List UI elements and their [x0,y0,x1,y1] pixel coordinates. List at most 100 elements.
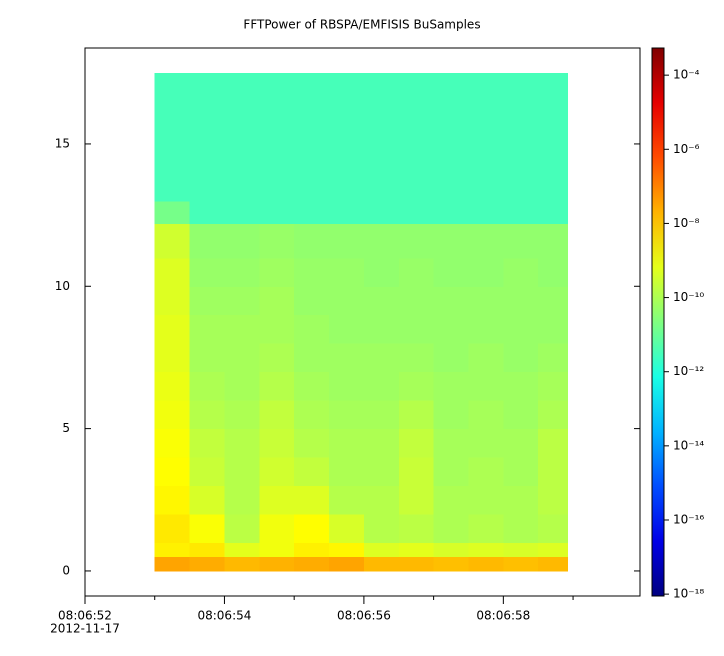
spectrogram-cell [468,200,504,225]
spectrogram-cell [503,428,539,458]
colorbar-tick-label: 10⁻¹⁶ [673,512,704,526]
y-tick-label: 15 [55,136,70,150]
spectrogram-cell [294,428,330,458]
spectrogram-cell [468,72,504,116]
spectrogram-cell [503,371,539,401]
spectrogram-cell [329,371,365,401]
spectrogram-cell [363,514,400,543]
spectrogram-cell [224,115,260,145]
spectrogram-cell [538,223,568,259]
spectrogram-cell [224,314,260,344]
spectrogram-cell [468,223,504,259]
spectrogram-cell [189,457,225,487]
spectrogram-cell [329,223,365,259]
spectrogram-cell [363,556,400,572]
spectrogram-cell [329,556,365,572]
spectrogram-cell [259,343,295,373]
spectrogram-cell [154,172,191,202]
spectrogram-cell [363,223,400,259]
spectrogram-cell [433,115,469,145]
spectrogram-cell [189,556,225,572]
spectrogram-cell [433,286,469,316]
spectrogram-cell [259,257,295,287]
spectrogram-cell [503,286,539,316]
spectrogram-cell [538,400,568,430]
spectrogram-cell [259,172,295,202]
spectrogram-cell [294,223,330,259]
spectrogram-cell [154,72,191,116]
spectrogram-cell [433,371,469,401]
spectrogram-cell [329,514,365,543]
spectrogram-cell [398,115,435,145]
spectrogram-cell [468,343,504,373]
spectrogram-cell [398,556,435,572]
spectrogram-cell [224,542,260,558]
spectrogram-cell [259,143,295,173]
spectrogram-cell [259,556,295,572]
spectrogram-cell [363,485,400,515]
spectrogram-cell [189,72,225,116]
spectrogram-cell [503,542,539,558]
spectrogram-cell [398,343,435,373]
spectrogram-cell [294,172,330,202]
spectrogram-cell [363,457,400,487]
spectrogram-cell [398,542,435,558]
spectrogram-cell [189,172,225,202]
spectrogram-cell [398,143,435,173]
spectrogram-cell [468,371,504,401]
spectrogram-cell [259,400,295,430]
spectrogram-cell [538,428,568,458]
spectrogram-cell [189,286,225,316]
spectrogram-cell [329,200,365,225]
y-tick-label: 0 [62,563,70,577]
spectrogram-cell [398,257,435,287]
colorbar-tick-label: 10⁻¹⁰ [673,290,704,304]
spectrogram-cell [538,172,568,202]
spectrogram-cell [433,400,469,430]
spectrogram-cell [503,200,539,225]
colorbar-tick-label: 10⁻¹⁸ [673,587,704,601]
spectrogram-cell [538,371,568,401]
spectrogram-cell [468,457,504,487]
spectrogram-cell [468,428,504,458]
spectrogram-cell [363,314,400,344]
spectrogram-cell [398,371,435,401]
spectrogram-cell [154,457,191,487]
spectrogram-cell [503,257,539,287]
spectrogram-cell [154,428,191,458]
spectrogram-cell [189,115,225,145]
spectrogram-cell [433,514,469,543]
chart-title: FFTPower of RBSPA/EMFISIS BuSamples [243,18,480,32]
spectrogram-cell [538,556,568,572]
spectrogram-cell [154,223,191,259]
spectrogram-cell [224,343,260,373]
spectrogram-cell [294,400,330,430]
spectrogram-cell [398,457,435,487]
spectrogram-cell [398,314,435,344]
spectrogram-cell [224,72,260,116]
spectrogram-cell [433,200,469,225]
spectrogram-cell [433,428,469,458]
spectrogram-cell [468,172,504,202]
spectrogram-cell [503,485,539,515]
spectrogram-cell [363,371,400,401]
spectrogram-cell [329,172,365,202]
spectrogram-cell [538,314,568,344]
spectrogram-cell [503,514,539,543]
spectrogram-cell [189,223,225,259]
spectrogram-cell [224,172,260,202]
spectrogram-cell [363,257,400,287]
spectrogram-cell [538,257,568,287]
spectrogram-cell [259,428,295,458]
colorbar-tick-label: 10⁻⁶ [673,142,700,156]
spectrogram-cell [154,485,191,515]
spectrogram-cell [398,72,435,116]
spectrogram-cell [154,143,191,173]
spectrogram-cell [189,485,225,515]
spectrogram-cell [329,542,365,558]
spectrogram-cell [294,143,330,173]
spectrogram-cell [468,556,504,572]
spectrogram-cell [398,200,435,225]
x-tick-label: 08:06:52 [58,609,112,623]
